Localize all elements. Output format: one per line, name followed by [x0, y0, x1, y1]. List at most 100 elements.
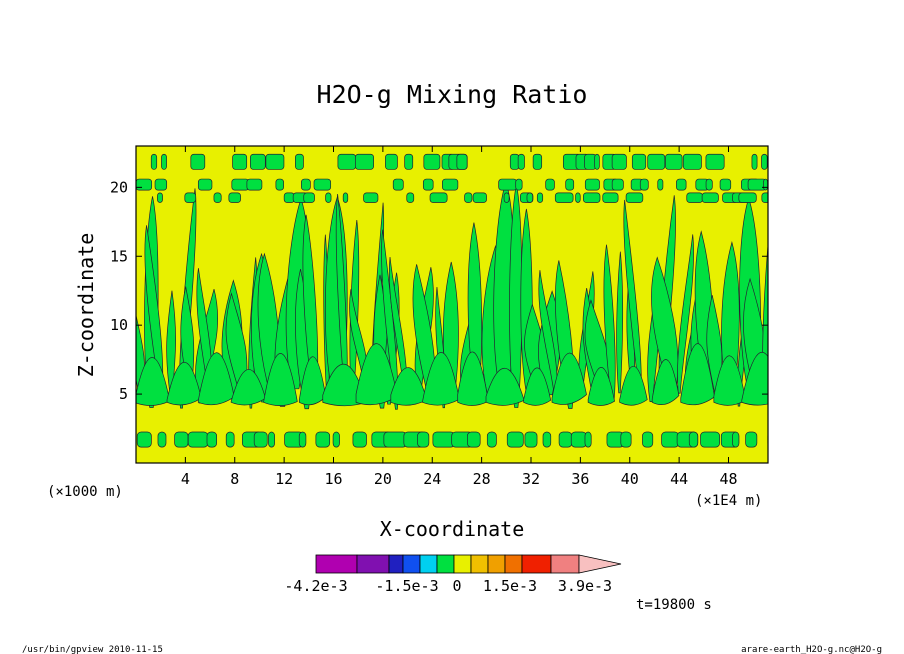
low-cell: [187, 431, 209, 448]
x-tick-label: 40: [621, 470, 639, 488]
upper-cell: [190, 153, 206, 170]
plume-column: [616, 251, 623, 394]
x-unit-right: (×1E4 m): [695, 493, 762, 509]
colorbar-swatch: [315, 554, 358, 574]
plume-column: [467, 222, 483, 390]
colorbar-swatch: [504, 554, 523, 574]
x-tick-label: 36: [571, 470, 589, 488]
x-axis-label: X-coordinate: [380, 517, 525, 541]
low-cell: [506, 431, 524, 448]
upper-cell: [647, 153, 666, 170]
low-cell: [542, 431, 552, 448]
plot-area: [136, 146, 768, 463]
lower-green-blob: [741, 351, 768, 406]
y-tick-label: 10: [110, 316, 128, 334]
colorbar-label: 3.9e-3: [558, 577, 612, 595]
upper-cell: [686, 192, 703, 203]
plume-column: [302, 214, 319, 395]
chart-title: H2O-g Mixing Ratio: [317, 80, 588, 109]
footer-right: arare-earth_H2O-g.nc@H2O-g: [741, 645, 882, 654]
low-cell: [253, 431, 268, 448]
upper-cell: [761, 192, 768, 203]
plume-column: [335, 194, 348, 393]
upper-cell: [763, 178, 768, 191]
upper-cell: [342, 192, 349, 203]
low-cell: [642, 431, 654, 448]
colorbar-swatch: [550, 554, 580, 574]
upper-cell: [295, 153, 304, 170]
upper-cell: [526, 192, 534, 203]
lower-green-blob: [551, 352, 587, 405]
low-cell: [225, 431, 235, 448]
lower-green-blob: [587, 367, 615, 406]
upper-cell: [503, 192, 510, 203]
upper-cell: [150, 153, 158, 170]
plume-column: [603, 244, 616, 401]
low-cell: [688, 431, 699, 448]
colorbar-swatch: [521, 554, 552, 574]
plume-column: [677, 234, 694, 394]
colorbar-arrow: [578, 554, 622, 574]
low-cell: [732, 431, 740, 448]
lower-green-blob: [355, 343, 398, 406]
upper-cell: [136, 178, 153, 191]
colorbar-label: 0: [452, 577, 461, 595]
colorbar-swatch: [487, 554, 506, 574]
upper-cell: [157, 192, 163, 203]
upper-cell: [232, 153, 248, 170]
upper-cell: [325, 192, 332, 203]
upper-cell: [751, 153, 758, 170]
upper-cell: [354, 153, 374, 170]
low-cell: [157, 431, 167, 448]
upper-cell: [464, 192, 473, 203]
plume-column: [144, 225, 164, 393]
upper-cell: [545, 178, 555, 191]
upper-cell: [429, 192, 448, 203]
upper-cell: [154, 178, 168, 191]
lower-green-blob: [523, 367, 552, 406]
colorbar-swatch: [402, 554, 421, 574]
x-tick-label: 32: [522, 470, 540, 488]
upper-cell: [676, 178, 687, 191]
low-cell: [298, 431, 307, 448]
plot-frame: [135, 145, 769, 464]
x-tick-label: 8: [230, 470, 239, 488]
lower-green-blob: [263, 353, 298, 406]
upper-cell: [303, 192, 315, 203]
x-tick-label: 44: [670, 470, 688, 488]
plume-column: [538, 270, 558, 398]
colorbar-swatch: [470, 554, 489, 574]
upper-cell: [738, 192, 757, 203]
upper-cell: [639, 178, 649, 191]
colorbar-label: -1.5e-3: [375, 577, 438, 595]
upper-cell: [705, 178, 713, 191]
upper-cell: [275, 178, 284, 191]
upper-cell: [228, 192, 241, 203]
upper-cell: [456, 153, 468, 170]
upper-cell: [665, 153, 683, 170]
upper-cell: [682, 153, 702, 170]
plume-column: [166, 290, 176, 395]
y-tick-label: 20: [110, 178, 128, 196]
upper-cell: [442, 178, 459, 191]
upper-cell: [594, 153, 600, 170]
plume-column: [623, 199, 642, 394]
upper-cell: [611, 178, 624, 191]
low-cell: [268, 431, 275, 448]
x-unit-left: (×1000 m): [47, 484, 123, 500]
time-label: t=19800 s: [636, 597, 712, 613]
upper-cell: [423, 153, 441, 170]
colorbar: [315, 554, 622, 574]
upper-cell: [404, 153, 414, 170]
upper-cell: [246, 178, 263, 191]
low-cell: [417, 431, 430, 448]
colorbar-swatch: [356, 554, 390, 574]
x-tick-label: 20: [374, 470, 392, 488]
low-cell: [524, 431, 538, 448]
upper-cell: [197, 178, 213, 191]
colorbar-swatch: [388, 554, 404, 574]
upper-cell: [184, 192, 197, 203]
upper-cell: [701, 192, 719, 203]
y-tick-label: 15: [110, 247, 128, 265]
upper-cell: [406, 192, 415, 203]
